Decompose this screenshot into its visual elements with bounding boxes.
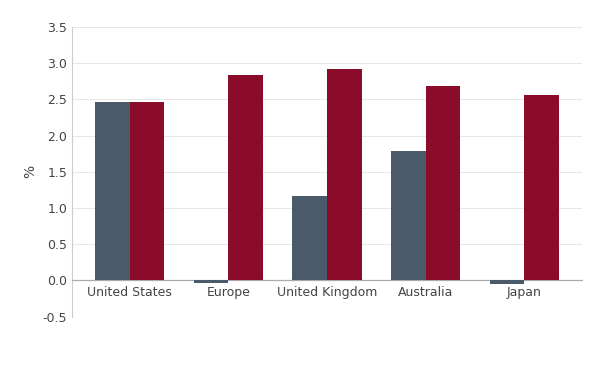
Y-axis label: %: % xyxy=(23,165,37,178)
Bar xyxy=(490,280,524,284)
Bar xyxy=(194,280,229,283)
Bar xyxy=(391,151,425,280)
Bar xyxy=(524,95,559,280)
Bar xyxy=(425,86,460,280)
Bar xyxy=(327,69,362,280)
Bar xyxy=(95,102,130,280)
Bar xyxy=(292,196,327,280)
Bar xyxy=(229,75,263,280)
Bar xyxy=(130,102,164,280)
